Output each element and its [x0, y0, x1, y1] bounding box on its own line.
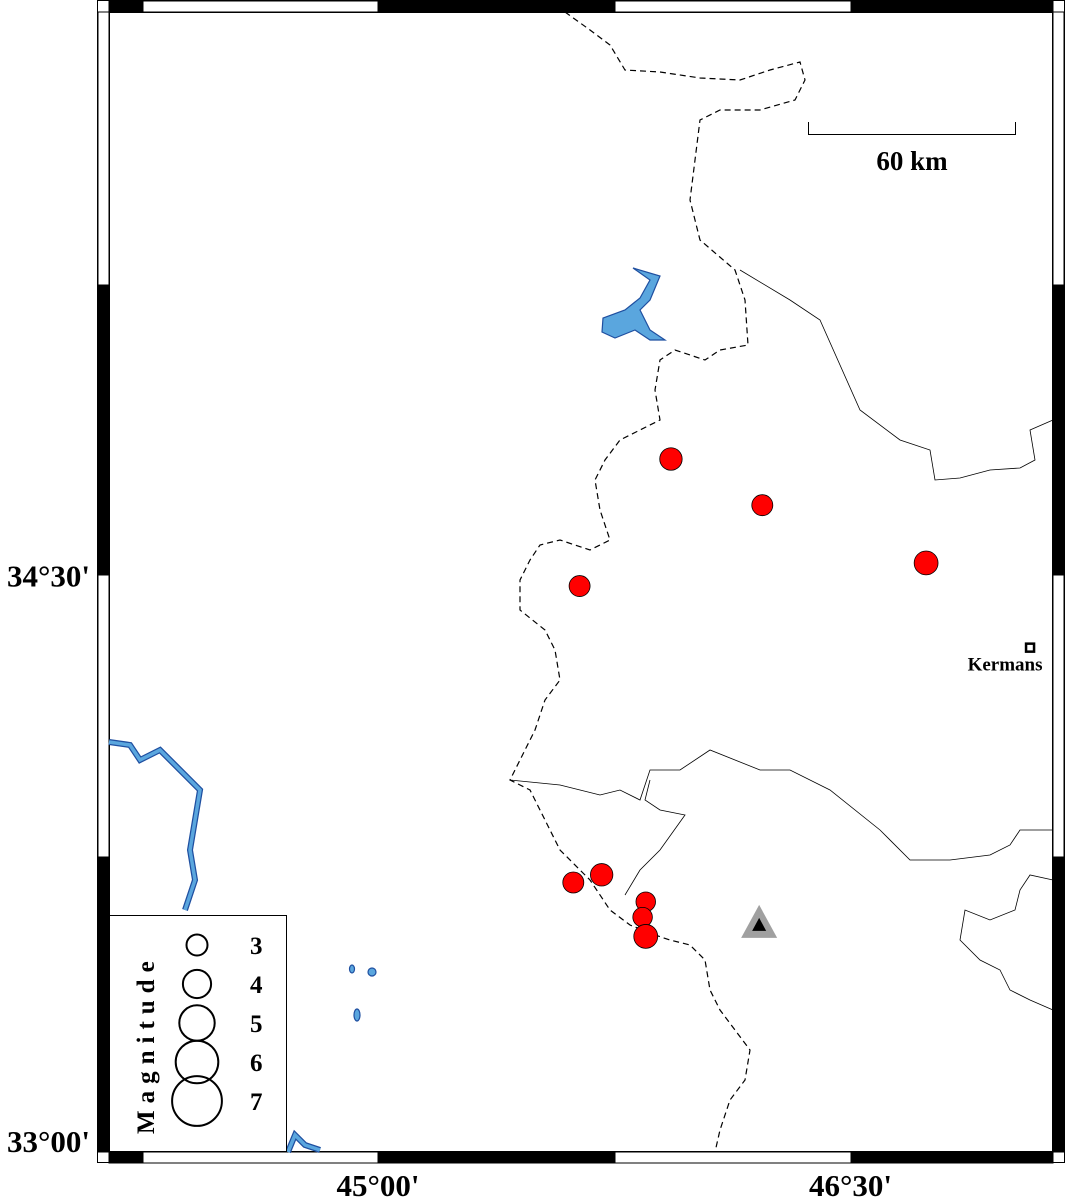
- earthquake-event: [659, 447, 683, 471]
- legend-label: 3: [250, 933, 263, 960]
- frame-band: [142, 1151, 379, 1164]
- frame-band: [108, 0, 144, 13]
- river: [108, 740, 202, 911]
- earthquake-event: [633, 924, 659, 949]
- frame-band: [1052, 856, 1065, 1153]
- frame-band: [108, 1151, 144, 1164]
- earthquake-event: [751, 494, 774, 517]
- province-boundary: [739, 269, 1054, 481]
- x-tick-label: 45°00': [336, 1168, 419, 1201]
- earthquake-event: [590, 863, 614, 887]
- province-boundary: [509, 749, 1053, 861]
- station-inner-triangle: [752, 917, 767, 931]
- square-marker-icon: [1024, 642, 1036, 653]
- frame-band: [97, 574, 110, 858]
- international-border: [509, 11, 806, 1153]
- lake: [601, 267, 667, 341]
- legend-title: Magnitude: [133, 954, 160, 1134]
- y-tick-label: 34°30': [7, 559, 90, 594]
- river: [286, 1131, 321, 1153]
- earthquake-event: [562, 871, 585, 894]
- y-tick-label: 33°00': [7, 1124, 90, 1159]
- legend: Magnitude 3 4 5 6 7: [109, 915, 287, 1152]
- pond: [353, 1008, 361, 1022]
- legend-circle: [174, 1039, 220, 1085]
- scale-bar-line: [808, 122, 1016, 135]
- river: [108, 739, 204, 911]
- frame-band: [97, 856, 110, 1153]
- frame-band: [614, 0, 852, 13]
- map-inner-frame: [109, 12, 1053, 1152]
- scale-bar-label: 60 km: [876, 146, 948, 176]
- frame-band: [1052, 574, 1065, 858]
- frame-band: [97, 284, 110, 576]
- station: [741, 904, 778, 938]
- city: Kermans: [968, 642, 1043, 676]
- legend-circle: [185, 933, 209, 957]
- frame-band: [1052, 284, 1065, 576]
- water-bodies: [108, 267, 667, 1154]
- x-tick-label: 46°30': [809, 1168, 892, 1201]
- earthquake-event: [913, 550, 939, 576]
- pond: [348, 964, 356, 974]
- legend-circle: [181, 968, 213, 1000]
- borders: [509, 11, 1054, 1153]
- legend-label: 5: [250, 1011, 263, 1038]
- frame-band: [850, 0, 1054, 13]
- legend-label: 4: [250, 972, 263, 999]
- earthquake-event: [632, 906, 653, 928]
- frame-band: [142, 0, 379, 13]
- city-label: Kermans: [968, 655, 1043, 676]
- pond: [367, 967, 377, 977]
- legend-label: 6: [250, 1050, 263, 1077]
- frame-band: [377, 1151, 616, 1164]
- legend-circle: [171, 1075, 223, 1127]
- earthquake-event: [568, 575, 591, 597]
- frame-band: [1052, 11, 1065, 286]
- frame-band: [614, 1151, 852, 1164]
- frame-band: [850, 1151, 1054, 1164]
- axis-labels: 45°00' 46°30' 34°30' 33°00': [7, 559, 892, 1201]
- events: [562, 447, 939, 949]
- scale-bar: 60 km: [808, 122, 1016, 176]
- legend-label: 7: [250, 1089, 263, 1116]
- frame-band: [97, 11, 110, 286]
- frame-band: [377, 0, 616, 13]
- province-boundary: [624, 779, 686, 896]
- province-boundary: [959, 874, 1054, 1011]
